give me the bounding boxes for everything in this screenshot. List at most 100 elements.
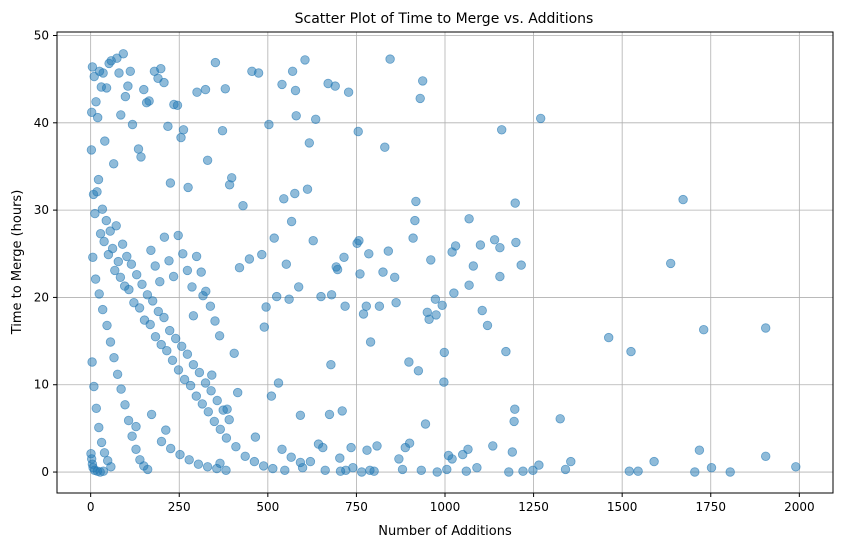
data-point xyxy=(286,216,297,227)
data-point xyxy=(220,84,231,94)
data-point xyxy=(690,467,700,477)
data-point xyxy=(115,272,126,283)
data-point xyxy=(258,461,269,471)
data-point xyxy=(504,467,514,477)
data-point xyxy=(116,110,126,120)
data-point xyxy=(191,391,202,401)
data-point xyxy=(94,289,104,299)
y-tick-label: 30 xyxy=(34,203,49,217)
data-point xyxy=(86,107,97,118)
data-point xyxy=(699,325,709,335)
x-tick-label: 0 xyxy=(87,500,95,514)
data-point xyxy=(215,424,226,435)
data-point xyxy=(214,331,225,341)
data-point xyxy=(200,84,211,95)
data-point xyxy=(173,230,183,241)
data-point xyxy=(649,456,659,467)
data-point xyxy=(91,97,101,107)
data-point xyxy=(91,403,102,414)
data-point xyxy=(109,353,119,363)
data-point xyxy=(291,111,301,121)
x-tick-label: 1500 xyxy=(607,500,638,514)
data-point xyxy=(277,79,287,90)
data-point xyxy=(352,238,362,249)
data-point xyxy=(146,245,156,256)
data-point xyxy=(231,442,241,452)
data-point xyxy=(447,247,457,257)
data-point xyxy=(94,422,104,433)
data-point xyxy=(501,346,511,357)
data-point xyxy=(131,421,141,432)
data-point xyxy=(408,233,418,243)
data-point xyxy=(240,451,250,462)
data-point xyxy=(343,87,354,97)
data-point xyxy=(218,405,228,415)
data-point xyxy=(197,399,208,409)
data-point xyxy=(536,113,546,124)
data-point xyxy=(202,462,213,472)
data-point xyxy=(678,194,688,205)
x-tick-label: 250 xyxy=(168,500,191,514)
data-point xyxy=(210,316,220,326)
data-point xyxy=(511,237,521,248)
data-point xyxy=(290,85,301,96)
data-point xyxy=(374,301,385,311)
data-point xyxy=(316,291,326,302)
data-point xyxy=(147,296,158,306)
data-point xyxy=(294,282,304,292)
data-point xyxy=(633,466,643,476)
data-point xyxy=(516,260,526,270)
data-point xyxy=(509,416,519,427)
data-point xyxy=(404,357,414,367)
data-point xyxy=(142,290,153,300)
data-point xyxy=(131,444,141,455)
data-point xyxy=(178,125,189,135)
data-point xyxy=(397,464,408,475)
data-point xyxy=(464,214,474,224)
y-axis-ticks: 0 10 20 30 40 50 xyxy=(34,28,57,479)
data-point xyxy=(100,136,110,146)
x-tick-label: 500 xyxy=(256,500,279,514)
data-point xyxy=(113,256,124,267)
data-point xyxy=(488,441,498,451)
data-point xyxy=(170,333,181,344)
data-point xyxy=(443,450,454,461)
data-point xyxy=(229,348,239,359)
data-point xyxy=(122,251,132,262)
data-point xyxy=(365,465,375,476)
data-point xyxy=(528,465,538,476)
data-point xyxy=(120,400,130,410)
data-point xyxy=(390,272,400,283)
data-point xyxy=(125,66,136,77)
data-point xyxy=(106,462,116,472)
data-point xyxy=(437,300,447,311)
data-point xyxy=(361,301,372,311)
data-point xyxy=(107,243,118,254)
data-point xyxy=(422,307,433,318)
data-point xyxy=(87,357,97,367)
data-point xyxy=(442,464,452,475)
data-point xyxy=(281,259,292,269)
data-point xyxy=(439,377,449,387)
data-point xyxy=(261,302,271,312)
data-point xyxy=(257,249,267,260)
data-point xyxy=(96,437,107,448)
data-point xyxy=(209,416,220,427)
data-point xyxy=(200,378,211,388)
data-point xyxy=(187,282,197,292)
data-point xyxy=(127,119,138,130)
data-point xyxy=(269,233,279,243)
data-point xyxy=(489,235,500,245)
data-point xyxy=(108,159,119,169)
data-point xyxy=(92,112,103,123)
data-point xyxy=(323,78,333,89)
data-point xyxy=(89,71,99,82)
data-point xyxy=(188,311,199,321)
y-tick-label: 10 xyxy=(34,378,49,392)
data-point xyxy=(179,374,190,385)
data-point xyxy=(324,409,335,420)
data-point xyxy=(124,284,134,295)
y-tick-label: 20 xyxy=(34,290,49,304)
data-point xyxy=(555,414,565,424)
